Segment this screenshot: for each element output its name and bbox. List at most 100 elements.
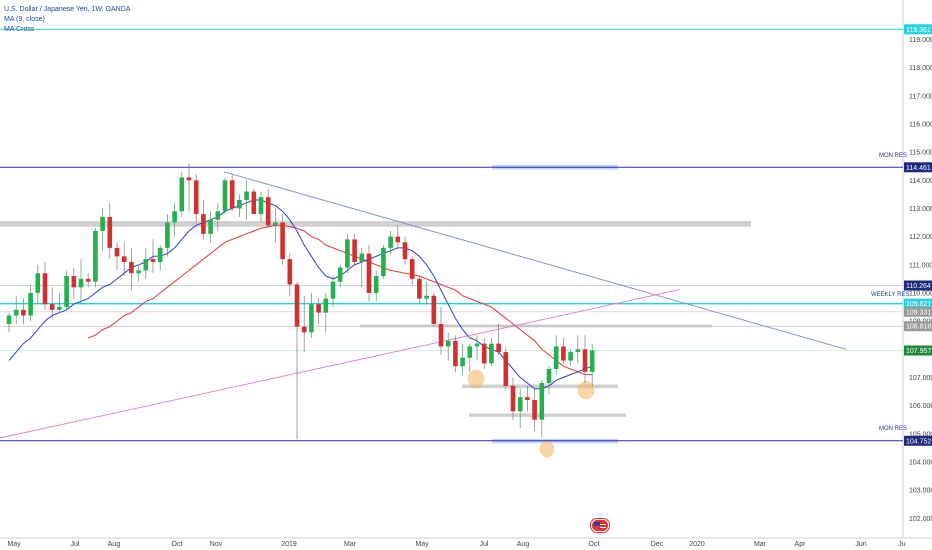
candle-body[interactable] [208,219,213,234]
candle-body[interactable] [445,340,451,347]
candle-body[interactable] [42,273,48,305]
candle-body[interactable] [49,304,55,310]
candle-body[interactable] [467,346,473,358]
candle-body[interactable] [438,323,444,347]
candle-body[interactable] [287,259,293,285]
candle-body[interactable] [114,247,120,257]
candle-body[interactable] [359,253,365,262]
candle-body[interactable] [93,230,98,282]
candle-body[interactable] [431,295,437,324]
price-tag[interactable] [904,280,932,291]
candle-body[interactable] [121,256,127,262]
flag-icon[interactable] [591,519,609,532]
candle-body[interactable] [57,307,62,310]
candle-body[interactable] [273,222,278,226]
candle-body[interactable] [179,177,185,212]
candle-body[interactable] [100,216,105,231]
candle-body[interactable] [561,346,566,361]
candle-body[interactable] [215,211,221,220]
candle-body[interactable] [78,278,84,288]
candle-body[interactable] [258,197,264,215]
price-tag[interactable] [904,298,932,309]
candle-body[interactable] [582,349,588,372]
candle-body[interactable] [517,397,523,412]
candle-body[interactable] [85,278,91,282]
candle-body[interactable] [143,259,149,271]
candle-body[interactable] [172,211,177,223]
candle-body[interactable] [539,383,545,420]
candle-body[interactable] [64,276,69,308]
ma-fast-line[interactable] [8,199,593,390]
candle-body[interactable] [265,197,271,226]
candle-body[interactable] [366,253,372,293]
candle-body[interactable] [395,236,401,243]
candle-body[interactable] [409,259,415,279]
candle-body[interactable] [222,180,228,212]
candle-body[interactable] [330,281,336,299]
candle-body[interactable] [136,270,141,274]
price-tag[interactable] [904,306,932,317]
candle-body[interactable] [589,350,595,372]
price-tag[interactable] [904,435,932,446]
legend-ma[interactable]: MA (9, close) [4,16,45,23]
candle-body[interactable] [568,352,573,361]
candle-body[interactable] [424,295,429,299]
ma-slow-line[interactable] [88,224,593,376]
candle-body[interactable] [337,267,343,282]
candle-body[interactable] [496,343,501,353]
candle-body[interactable] [453,340,458,367]
candle-body[interactable] [6,315,12,324]
descending-trendline[interactable] [223,171,847,350]
candle-body[interactable] [294,284,300,327]
candle-body[interactable] [309,304,314,333]
candle-body[interactable] [193,180,199,215]
candle-body[interactable] [129,261,134,274]
price-tag[interactable] [904,162,932,173]
candle-body[interactable] [402,242,408,260]
price-tag[interactable] [904,321,932,332]
candle-body[interactable] [489,343,494,364]
candle-body[interactable] [157,247,163,262]
candle-body[interactable] [21,309,26,316]
candle-body[interactable] [373,276,379,293]
candle-body[interactable] [417,278,422,299]
candle-body[interactable] [503,352,509,386]
candle-body[interactable] [510,385,516,412]
candle-body[interactable] [237,199,242,209]
candle-body[interactable] [323,298,329,313]
candle-body[interactable] [575,349,581,353]
candle-body[interactable] [165,222,170,248]
candle-body[interactable] [13,309,19,316]
gray-zone-low[interactable] [469,413,626,417]
candle-body[interactable] [474,343,480,347]
candle-body[interactable] [201,214,206,234]
candle-body[interactable] [381,247,386,277]
ascending-support-line[interactable] [0,289,681,439]
candle-body[interactable] [35,273,41,293]
candle-body[interactable] [71,276,77,288]
candle-body[interactable] [460,357,465,367]
candle-body[interactable] [525,397,530,400]
legend-ma-cross[interactable]: MA Cross [4,26,35,33]
candle-body[interactable] [352,239,357,262]
resistance-zone[interactable] [0,221,751,227]
candle-body[interactable] [301,326,307,333]
candle-body[interactable] [280,222,285,260]
candle-body[interactable] [553,346,559,369]
candle-body[interactable] [186,177,192,181]
candle-body[interactable] [546,368,552,384]
candle-body[interactable] [481,343,487,364]
candle-body[interactable] [532,399,537,420]
price-tag[interactable] [904,345,932,356]
candle-body[interactable] [107,216,113,248]
candle-body[interactable] [150,259,156,262]
price-tag[interactable] [904,24,932,35]
candle-body[interactable] [229,180,235,209]
candle-body[interactable] [251,191,257,215]
gray-zone-weekly[interactable] [360,324,712,328]
candle-body[interactable] [316,304,321,313]
candle-body[interactable] [244,191,249,200]
candle-body[interactable] [28,292,33,316]
candle-body[interactable] [388,236,393,248]
